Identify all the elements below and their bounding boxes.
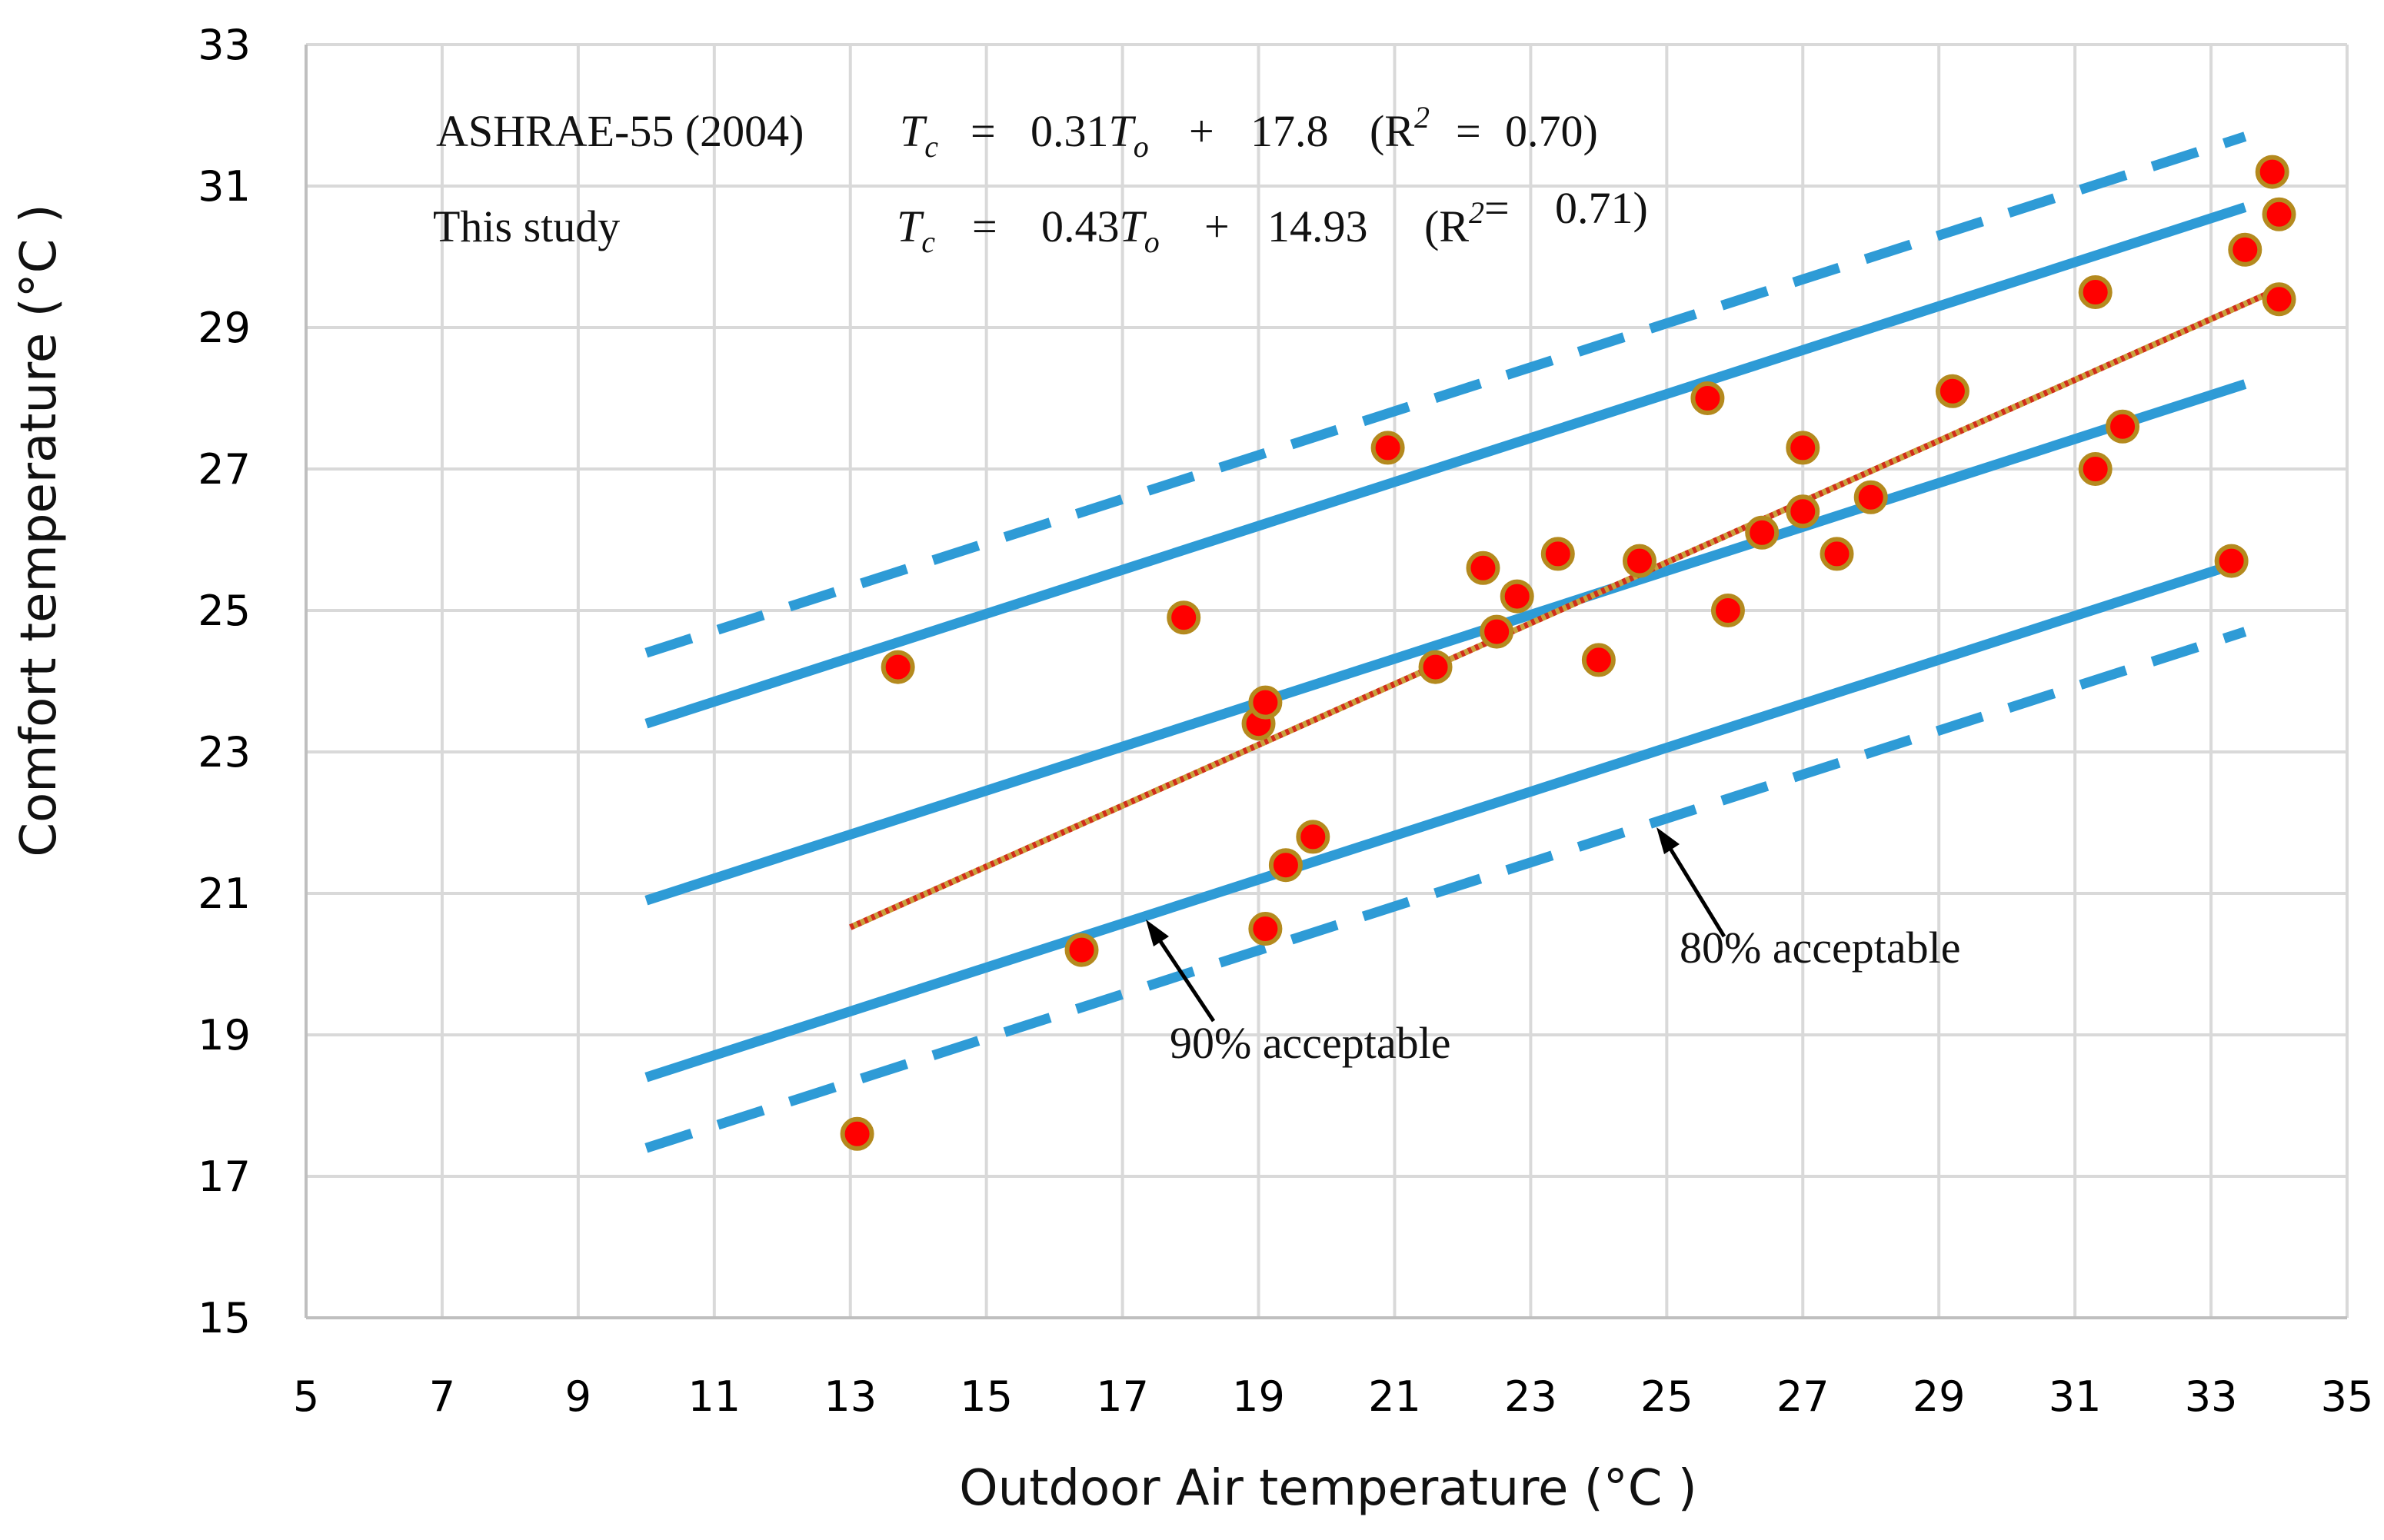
x-tick-label: 23 bbox=[1504, 1372, 1557, 1421]
data-point bbox=[1370, 431, 1405, 465]
data-point bbox=[881, 650, 915, 684]
data-point bbox=[1167, 600, 1201, 635]
data-point bbox=[1480, 614, 1514, 649]
axes bbox=[305, 45, 2347, 1319]
data-point bbox=[2106, 409, 2140, 444]
data-point bbox=[1466, 550, 1500, 585]
x-tick-label: 19 bbox=[1232, 1372, 1285, 1421]
data-point bbox=[2078, 452, 2113, 486]
data-point bbox=[1786, 494, 1820, 529]
data-point bbox=[840, 1116, 874, 1151]
data-point bbox=[1248, 685, 1283, 720]
data-point bbox=[1268, 848, 1303, 883]
y-tick-label: 27 bbox=[198, 445, 251, 494]
data-point bbox=[1248, 912, 1283, 946]
arrow-90-acceptable bbox=[1146, 920, 1216, 1023]
x-tick-label: 25 bbox=[1640, 1372, 1693, 1421]
regression-line-overlay bbox=[849, 285, 2281, 930]
x-tick-label: 13 bbox=[824, 1372, 877, 1421]
tick-labels: 5 7 9 11 13 15 17 19 21 23 25 27 29 31 33 35 15 17 19 21 23 2… bbox=[198, 21, 2373, 1421]
data-point bbox=[1540, 537, 1575, 571]
x-tick-label: 15 bbox=[960, 1372, 1013, 1421]
x-tick-label: 21 bbox=[1368, 1372, 1421, 1421]
data-point bbox=[1581, 643, 1616, 677]
y-tick-label: 23 bbox=[198, 728, 251, 777]
data-point bbox=[1820, 537, 1854, 571]
data-point bbox=[1710, 594, 1745, 627]
data-points bbox=[840, 155, 2296, 1151]
annotation-90-acceptable: 90% acceptable bbox=[1170, 1018, 1451, 1068]
x-tick-label: 35 bbox=[2321, 1372, 2374, 1421]
grid bbox=[306, 43, 2349, 1318]
data-point bbox=[1786, 431, 1820, 465]
data-point bbox=[2262, 197, 2296, 231]
x-tick-label: 17 bbox=[1096, 1372, 1149, 1421]
x-tick-label: 7 bbox=[429, 1372, 455, 1421]
data-point bbox=[2228, 232, 2262, 267]
y-tick-label: 15 bbox=[198, 1294, 251, 1342]
series-line-dashed bbox=[644, 131, 2247, 658]
y-tick-label: 33 bbox=[198, 21, 251, 69]
x-tick-label: 5 bbox=[293, 1372, 319, 1421]
y-tick-label: 17 bbox=[198, 1153, 251, 1201]
data-point bbox=[1745, 515, 1780, 550]
series-line-solid bbox=[644, 202, 2247, 729]
x-tick-label: 33 bbox=[2185, 1372, 2238, 1421]
y-tick-label: 19 bbox=[198, 1011, 251, 1059]
y-tick-label: 31 bbox=[198, 162, 251, 211]
ashrae-equation: ASHRAE-55 (2004) Tc = 0.31To + 17.8 (R2 … bbox=[436, 88, 1598, 167]
data-point bbox=[1622, 544, 1656, 578]
data-point bbox=[1418, 650, 1453, 684]
data-point bbox=[1064, 933, 1099, 967]
study-equation: This study Tc = 0.43To + 14.93 (R2= 0.71… bbox=[433, 183, 1648, 262]
x-tick-label: 29 bbox=[1913, 1372, 1966, 1421]
x-axis-title: Outdoor Air temperature (°C ) bbox=[959, 1460, 1696, 1517]
data-point bbox=[2078, 275, 2113, 309]
data-point bbox=[1935, 374, 1969, 408]
series-line-dashed bbox=[644, 627, 2247, 1153]
data-point bbox=[2255, 155, 2289, 189]
x-tick-label: 27 bbox=[1776, 1372, 1830, 1421]
y-tick-label: 25 bbox=[198, 587, 251, 635]
y-axis-title: Comfort temperature (°C ) bbox=[11, 204, 68, 856]
annotation-80-acceptable: 80% acceptable bbox=[1680, 923, 1961, 973]
data-point bbox=[1500, 579, 1534, 614]
series-line-solid bbox=[644, 379, 2247, 906]
y-tick-label: 29 bbox=[198, 304, 251, 352]
y-tick-label: 21 bbox=[198, 870, 251, 918]
data-point bbox=[1853, 480, 1888, 514]
x-tick-label: 31 bbox=[2049, 1372, 2102, 1421]
data-point bbox=[1690, 381, 1725, 415]
x-tick-label: 9 bbox=[565, 1372, 591, 1421]
series-lines bbox=[644, 131, 2281, 1153]
x-tick-label: 11 bbox=[688, 1372, 741, 1421]
series-line-solid bbox=[644, 556, 2247, 1083]
data-point bbox=[2262, 282, 2296, 317]
data-point bbox=[2214, 544, 2249, 578]
arrow-80-acceptable bbox=[1656, 827, 1726, 938]
data-point bbox=[1296, 820, 1330, 854]
